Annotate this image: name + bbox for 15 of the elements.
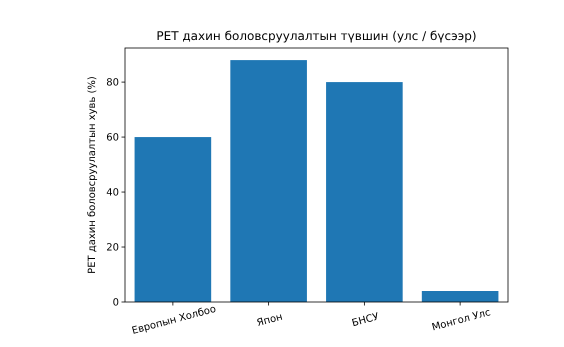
- x-tick-label: Европын Холбоо: [130, 304, 218, 337]
- bar: [326, 82, 403, 302]
- x-tick-label: Монгол Улс: [430, 307, 492, 334]
- y-tick-label: 20: [106, 242, 119, 254]
- bar: [134, 137, 212, 302]
- x-tick-label: БНСУ: [350, 311, 380, 330]
- bar: [230, 60, 307, 302]
- y-tick-label: 40: [106, 188, 119, 199]
- y-tick-label: 0: [112, 298, 119, 308]
- bar: [422, 291, 498, 302]
- y-tick-label: 80: [106, 78, 119, 89]
- y-axis-title: PET дахин боловсруулалтын хувь (%): [87, 76, 98, 274]
- x-tick-label: Япон: [256, 312, 284, 330]
- chart-title: PET дахин боловсруулалтын түвшин (улс / бүсээр): [156, 29, 477, 43]
- y-tick-label: 60: [106, 132, 119, 144]
